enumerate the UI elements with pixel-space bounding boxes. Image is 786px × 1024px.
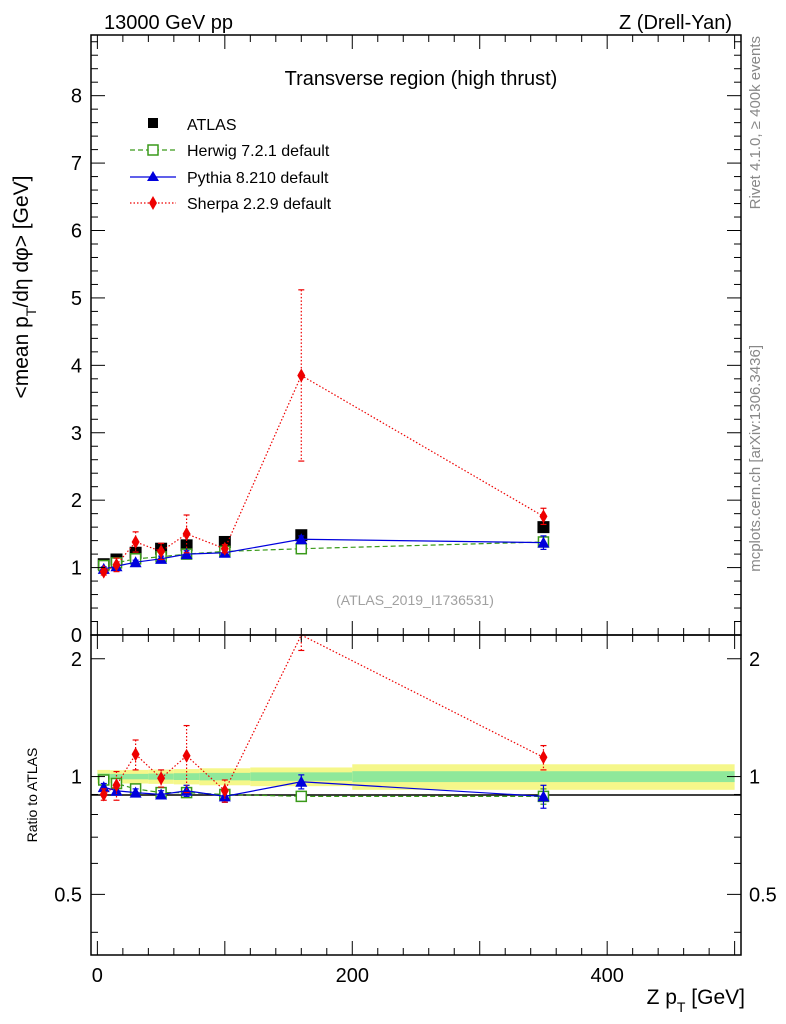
main-y-tick-label: 2 — [71, 490, 82, 512]
ratio-axis-ticks: 0.5 0.5 1 1 2 2 0 200 400 — [54, 635, 777, 987]
main-y-tick-label: 1 — [71, 558, 82, 580]
x-axis-label-main: Z p — [647, 986, 677, 1009]
main-axis-ticks: 0 1 2 3 4 5 6 7 8 — [71, 35, 741, 647]
ratio-point-pythia — [155, 788, 168, 800]
ratio-y-tick-label-left: 1 — [71, 767, 82, 789]
ratio-band-inner — [199, 772, 251, 781]
legend-label-pythia: Pythia 8.210 default — [187, 170, 329, 187]
main-point-sherpa — [112, 557, 121, 572]
main-line-pythia — [103, 538, 544, 570]
x-axis-label-sub: T — [677, 999, 686, 1015]
legend-label-sherpa: Sherpa 2.2.9 default — [187, 196, 332, 213]
ratio-y-tick-label-left: 2 — [71, 649, 82, 671]
main-panel: 0 1 2 3 4 5 6 7 8 Transverse region (high thrust… — [10, 34, 742, 647]
main-y-tick-label: 8 — [71, 86, 82, 108]
ratio-y-tick-label-right: 0.5 — [749, 884, 777, 906]
ratio-line-sherpa — [103, 634, 544, 795]
main-point-pythia — [295, 533, 308, 545]
main-series-layer — [97, 289, 550, 579]
header-right: Z (Drell-Yan) — [619, 12, 732, 34]
main-point-sherpa — [157, 544, 166, 559]
legend-entry-pythia: Pythia 8.210 default — [130, 170, 329, 187]
main-line-sherpa — [103, 374, 544, 573]
main-y-axis-label: <mean pT/dη dφ> [GeV] — [10, 176, 39, 399]
main-y-tick-label: 3 — [71, 423, 82, 445]
x-tick-label: 0 — [92, 965, 103, 987]
ratio-point-pythia — [129, 786, 142, 798]
legend-entry-sherpa: Sherpa 2.2.9 default — [130, 196, 332, 213]
x-axis-label: Z pT [GeV] — [647, 986, 745, 1015]
ratio-point-sherpa — [112, 778, 121, 793]
analysis-watermark: (ATLAS_2019_I1736531) — [336, 592, 494, 608]
x-tick-label: 200 — [336, 965, 369, 987]
main-y-axis-label-rest: /dη dφ> [GeV] — [10, 176, 33, 308]
ratio-y-tick-label-left: 0.5 — [54, 884, 82, 906]
main-point-pythia — [537, 536, 550, 548]
main-point-herwig — [295, 542, 308, 555]
main-point-atlas — [180, 539, 193, 552]
legend: ATLAS Herwig 7.2.1 default Pythia 8.210 … — [130, 117, 332, 213]
main-point-sherpa — [99, 564, 108, 579]
main-series-sherpa — [99, 289, 548, 579]
ratio-point-sherpa — [131, 747, 140, 762]
ratio-panel: 0.5 0.5 1 1 2 2 0 200 400 Ratio to ATLAS Z pT [G… — [24, 634, 777, 1015]
main-y-tick-label: 6 — [71, 221, 82, 243]
ratio-point-sherpa — [220, 783, 229, 798]
ratio-band-inner — [173, 773, 200, 780]
legend-entry-herwig: Herwig 7.2.1 default — [130, 143, 330, 160]
ratio-band-inner — [122, 773, 149, 780]
main-y-tick-label: 0 — [71, 625, 82, 647]
ratio-uncertainty-band — [97, 764, 735, 790]
x-tick-label: 400 — [590, 965, 623, 987]
legend-marker-sherpa — [149, 196, 157, 210]
legend-marker-atlas — [148, 118, 158, 128]
main-y-tick-label: 5 — [71, 288, 82, 310]
ratio-band-inner — [352, 771, 735, 783]
main-point-sherpa — [220, 541, 229, 556]
main-y-tick-label: 7 — [71, 153, 82, 175]
main-point-sherpa — [131, 534, 140, 549]
ratio-series-layer — [97, 634, 550, 809]
ratio-point-sherpa — [157, 771, 166, 786]
main-point-sherpa — [539, 509, 548, 524]
legend-marker-pythia — [147, 171, 159, 181]
header-left: 13000 GeV pp — [104, 12, 233, 34]
rivet-version-label: Rivet 4.1.0, ≥ 400k events — [747, 36, 764, 209]
ratio-point-sherpa — [182, 748, 191, 763]
ratio-y-tick-label-right: 1 — [749, 767, 760, 789]
ratio-y-tick-label-right: 2 — [749, 649, 760, 671]
ratio-point-herwig — [295, 790, 308, 803]
main-y-axis-label-sub: T — [23, 307, 39, 316]
main-point-pythia — [180, 548, 193, 560]
ratio-frame — [90, 634, 742, 956]
ratio-band-inner — [110, 773, 123, 780]
main-point-sherpa — [297, 368, 306, 383]
main-title: Transverse region (high thrust) — [285, 68, 558, 90]
legend-entry-atlas: ATLAS — [148, 117, 237, 134]
mcplots-reference-label: mcplots.cern.ch [arXiv:1306.3436] — [747, 345, 764, 572]
legend-label-herwig: Herwig 7.2.1 default — [187, 143, 330, 160]
main-y-axis-label-main: <mean p — [10, 316, 33, 398]
ratio-point-sherpa — [99, 787, 108, 802]
legend-marker-herwig — [147, 144, 159, 156]
legend-label-atlas: ATLAS — [187, 117, 237, 134]
main-point-pythia — [129, 556, 142, 568]
main-point-sherpa — [182, 526, 191, 541]
x-axis-label-rest: [GeV] — [685, 986, 745, 1009]
ratio-point-sherpa — [539, 750, 548, 765]
ratio-y-axis-label: Ratio to ATLAS — [24, 748, 40, 843]
ratio-point-pythia — [537, 790, 550, 802]
ratio-point-pythia — [295, 775, 308, 787]
main-y-tick-label: 4 — [71, 355, 82, 377]
